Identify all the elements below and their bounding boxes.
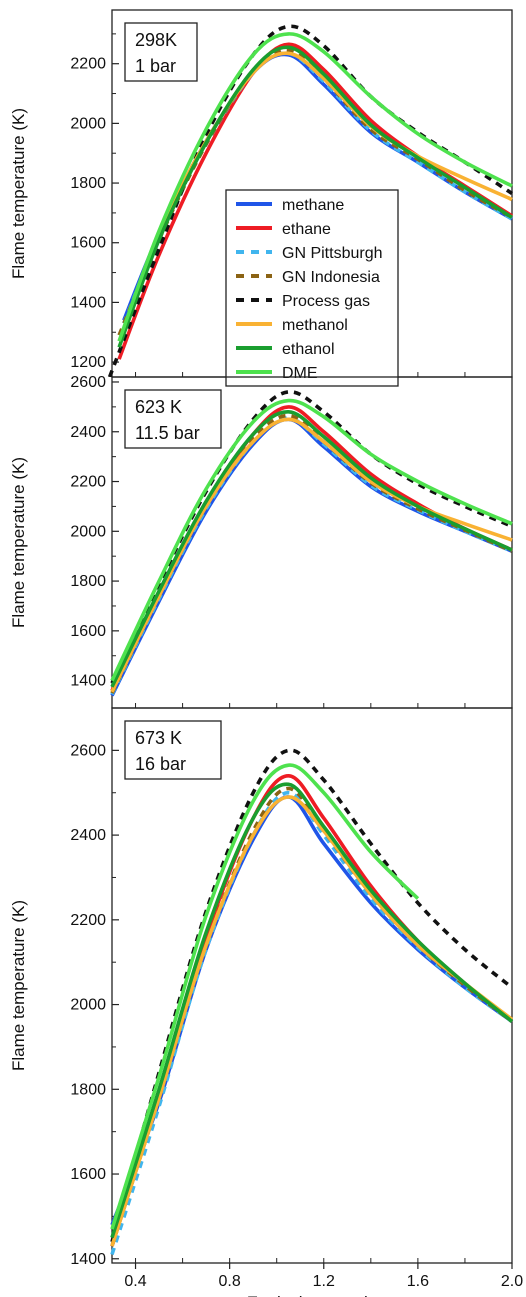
y-tick-label: 1600 [70,235,106,252]
y-tick-label: 1200 [70,354,106,371]
condition-box [124,389,222,449]
y-tick-label: 2200 [70,912,106,929]
series-line-ethanol [110,409,513,688]
legend-label: Process gas [282,293,370,310]
condition-temperature: 673 K [135,728,182,748]
x-tick-label: 1.2 [313,1273,335,1290]
x-tick-label: 0.4 [124,1273,146,1290]
y-tick-label: 1800 [70,1081,106,1098]
legend-label: methanol [282,317,348,334]
y-tick-label: 1800 [70,175,106,192]
y-tick-label: 1600 [70,1166,106,1183]
legend-label: ethane [282,221,331,238]
series-line-methanol [110,795,514,1247]
condition-pressure: 1 bar [135,56,176,76]
y-axis-label: Flame temperature (K) [9,457,28,628]
y-tick-label: 2200 [70,474,106,491]
legend-label: DME [282,365,318,382]
series-line-gn-indonesia [117,48,513,336]
series-line-ethane [110,405,513,692]
legend-box [225,189,399,387]
y-tick-label: 1400 [70,1251,106,1268]
y-tick-label: 1400 [70,673,106,690]
panel-top: 1200 1400 1600 1800 2000 2200 Flame temperatur… [9,9,513,378]
condition-temperature: 623 K [135,397,182,417]
panel-bottom: 1400 1600 1800 2000 2200 2400 2600 Flame temper… [9,707,523,1297]
y-tick-label: 2000 [70,997,106,1014]
condition-pressure: 11.5 bar [135,423,200,443]
y-axis-label: Flame temperature (K) [9,900,28,1071]
y-tick-label: 2000 [70,523,106,540]
y-tick-label: 2600 [70,742,106,759]
x-axis-label: Equivalence ratio [247,1293,377,1297]
condition-temperature: 298K [135,30,177,50]
series-group [107,24,513,377]
y-tick-label: 1600 [70,623,106,640]
series-line-process-gas [110,748,514,1243]
series-line-methane [110,795,514,1226]
y-tick-label: 2400 [70,424,106,441]
series-line-gn-indonesia [110,786,514,1247]
series-line-ethanol [117,45,513,348]
legend-label: ethanol [282,341,335,358]
legend: methane ethane GN Pittsburgh GN Indonesia Pr… [225,189,399,387]
condition-box [124,720,222,780]
y-tick-label: 2400 [70,827,106,844]
y-tick-label: 2200 [70,56,106,73]
y-tick-label: 2600 [70,374,106,391]
x-tick-label: 1.6 [407,1273,429,1290]
y-tick-label: 1800 [70,573,106,590]
y-tick-label: 2000 [70,115,106,132]
y-tick-label: 1400 [70,294,106,311]
legend-label: methane [282,197,344,214]
x-tick-label: 2.0 [501,1273,523,1290]
series-line-ethane [110,774,514,1247]
series-line-ethanol [110,782,514,1239]
plot-frame [111,707,513,1264]
series-line-dme [110,398,513,682]
condition-box [124,22,198,82]
series-line-dme [117,32,513,342]
x-tick-label: 0.8 [219,1273,241,1290]
series-line-methanol [122,51,513,330]
series-group [110,748,514,1256]
series-line-dme [110,763,420,1230]
series-group [110,390,513,697]
legend-label: GN Indonesia [282,269,380,286]
legend-label: GN Pittsburgh [282,245,382,262]
condition-pressure: 16 bar [135,754,186,774]
panel-middle: 1400 1600 1800 2000 2200 2400 2600 Flame temper… [9,374,513,709]
y-axis-label: Flame temperature (K) [9,108,28,279]
series-line-gn-pittsburgh [110,790,514,1256]
